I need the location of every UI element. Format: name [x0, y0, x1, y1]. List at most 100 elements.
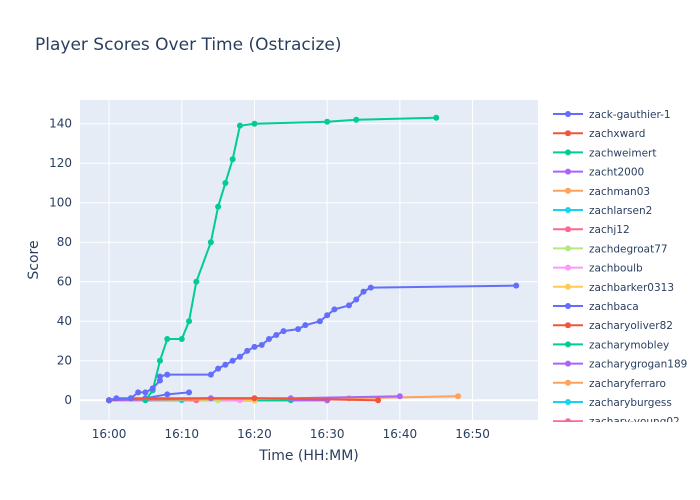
data-point	[149, 385, 156, 392]
data-point	[113, 395, 120, 402]
data-point	[106, 397, 113, 404]
legend-item-zacharygrogan189[interactable]: zacharygrogan189	[553, 359, 687, 371]
legend-label: zack-gauthier-1	[589, 109, 671, 121]
legend-swatch-marker	[565, 226, 571, 233]
data-point	[316, 318, 323, 325]
legend-item-zachlarsen2[interactable]: zachlarsen2	[553, 205, 652, 217]
plot-area	[80, 100, 538, 420]
legend-swatch-marker	[565, 149, 571, 156]
series-zack-gauthier-1	[106, 282, 520, 404]
data-point	[229, 156, 236, 163]
legend-item-zack-gauthier-1[interactable]: zack-gauthier-1	[553, 109, 671, 121]
data-point	[236, 122, 243, 129]
data-point	[178, 336, 185, 343]
y-tick-label: 60	[57, 275, 72, 289]
data-point	[258, 341, 265, 348]
x-tick-label: 16:50	[455, 427, 490, 441]
data-point	[164, 391, 171, 398]
legend-label: zacharyburgess	[589, 397, 672, 409]
data-point	[186, 389, 193, 396]
data-point	[331, 306, 338, 313]
legend-item-zacharyburgess[interactable]: zacharyburgess	[553, 397, 672, 409]
legend-swatch-marker	[565, 207, 571, 213]
legend-item-zachweimert[interactable]: zachweimert	[553, 147, 656, 159]
chart-title: Player Scores Over Time (Ostracize)	[35, 35, 342, 55]
legend-label: zachary-young02	[589, 416, 680, 428]
legend-label: zachboulb	[589, 263, 643, 275]
data-point	[433, 114, 440, 121]
legend-swatch-marker	[565, 379, 571, 386]
legend-label: zachxward	[589, 128, 645, 140]
data-point	[295, 326, 302, 333]
legend-item-zachbaca[interactable]: zachbaca	[553, 301, 639, 313]
legend-item-zachj12[interactable]: zachj12	[553, 224, 630, 236]
data-point	[455, 393, 462, 400]
legend-swatch-marker	[565, 322, 571, 329]
legend-item-zacharyferraro[interactable]: zacharyferraro	[553, 378, 666, 390]
axis-ticks: 0 20 40 60 80 100 120 140 16:00 16:10 16:20 16:30 16…	[49, 117, 490, 441]
legend-item-zacharyoliver82[interactable]: zacharyoliver82	[553, 320, 673, 332]
data-point	[186, 318, 193, 325]
legend-label: zachweimert	[589, 147, 656, 159]
data-point	[244, 347, 251, 354]
data-point	[164, 371, 171, 378]
x-axis-title: Time (HH:MM)	[258, 448, 359, 464]
data-point	[229, 357, 236, 364]
legend-item-zacht2000[interactable]: zacht2000	[553, 167, 644, 179]
data-point	[273, 332, 280, 339]
data-point	[375, 397, 382, 404]
data-point	[324, 118, 331, 125]
x-tick-label: 16:40	[383, 427, 418, 441]
data-point	[156, 373, 163, 380]
legend-swatch-marker	[565, 360, 571, 367]
legend-swatch-marker	[565, 168, 571, 175]
data-point	[215, 365, 222, 372]
legend-item-zachdegroat77[interactable]: zachdegroat77	[553, 243, 668, 255]
legend-label: zachbarker0313	[589, 282, 674, 294]
data-point	[207, 371, 214, 378]
data-point	[367, 284, 374, 291]
legend-label: zacharyferraro	[589, 378, 666, 390]
legend-swatch-marker	[565, 245, 571, 252]
legend-item-zachbarker0313[interactable]: zachbarker0313	[553, 282, 674, 294]
legend-swatch-marker	[565, 418, 571, 422]
legend-item-zachary-young02[interactable]: zachary-young02	[553, 416, 680, 428]
data-point	[360, 288, 367, 295]
x-tick-label: 16:00	[92, 427, 127, 441]
data-point	[396, 393, 403, 400]
legend-swatch-marker	[565, 341, 571, 348]
x-tick-label: 16:20	[237, 427, 272, 441]
y-tick-label: 140	[49, 117, 72, 131]
x-tick-label: 16:30	[310, 427, 345, 441]
data-point	[353, 116, 360, 123]
legend-label: zachman03	[589, 186, 650, 198]
y-tick-label: 100	[49, 196, 72, 210]
legend-label: zacharygrogan189	[589, 359, 687, 371]
legend[interactable]: zack-gauthier-1 zachxward zachweimert zacht…	[553, 109, 687, 428]
legend-item-zachman03[interactable]: zachman03	[553, 186, 650, 198]
legend-label: zachlarsen2	[589, 205, 652, 217]
legend-item-zachxward[interactable]: zachxward	[553, 128, 645, 140]
legend-label: zachbaca	[589, 301, 639, 313]
data-point	[222, 179, 229, 186]
legend-item-zachboulb[interactable]: zachboulb	[553, 263, 643, 275]
legend-item-zacharymobley[interactable]: zacharymobley	[553, 339, 669, 351]
series-layer	[106, 114, 520, 404]
y-tick-label: 20	[57, 354, 72, 368]
x-tick-label: 16:10	[164, 427, 199, 441]
y-tick-label: 80	[57, 235, 72, 249]
data-point	[135, 389, 142, 396]
data-point	[345, 302, 352, 309]
series-line-zachweimert	[144, 116, 437, 401]
data-point	[302, 322, 309, 329]
legend-label: zacharyoliver82	[589, 320, 673, 332]
grid-lines	[80, 100, 538, 420]
series-zachweimert	[142, 114, 440, 404]
y-tick-label: 120	[49, 156, 72, 170]
data-point	[164, 336, 171, 343]
legend-label: zachdegroat77	[589, 243, 668, 255]
legend-swatch-marker	[565, 187, 571, 194]
data-point	[324, 312, 331, 319]
data-point	[280, 328, 287, 335]
